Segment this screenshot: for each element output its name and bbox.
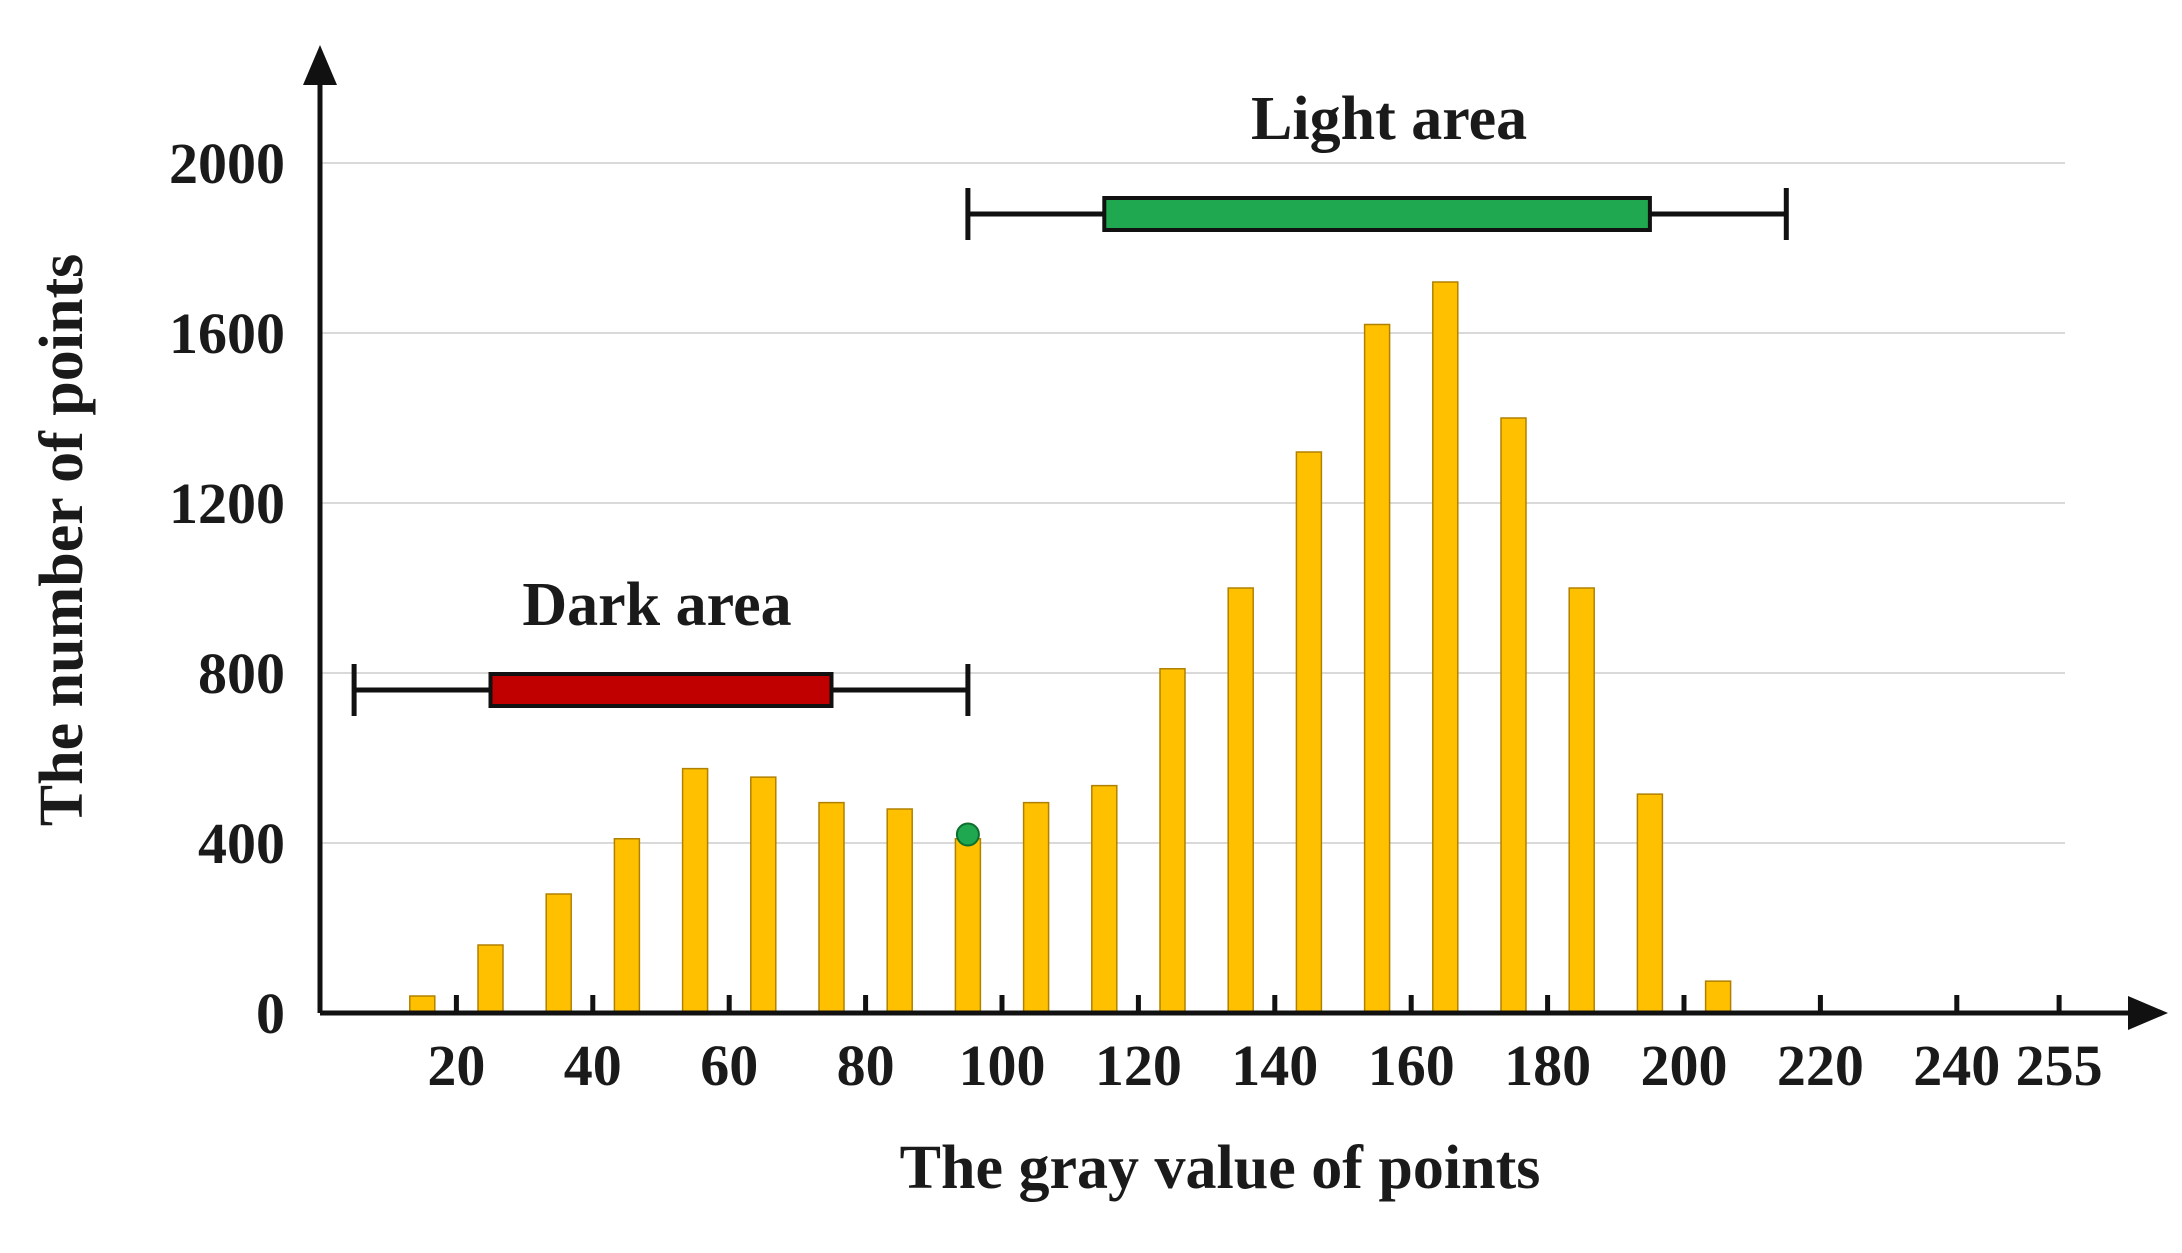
x-tick-label: 160 (1368, 1033, 1455, 1098)
histogram-bar (477, 944, 504, 1014)
histogram-bar (1159, 668, 1186, 1014)
histogram-bar (818, 801, 845, 1014)
histogram-bar (750, 776, 777, 1014)
histogram-bar (1568, 587, 1595, 1014)
x-tick-label: 100 (959, 1033, 1046, 1098)
y-tick-label: 400 (198, 811, 285, 876)
histogram-bar (613, 838, 641, 1014)
grid-lines (320, 162, 2065, 844)
area-annotations: Dark area Light area (351, 85, 1789, 847)
histogram-bar (545, 893, 572, 1014)
y-tick-label: 2000 (169, 131, 285, 196)
axes: 0 400 800 1200 1600 2000 20 40 60 80 100 120 140 160 1… (169, 45, 2168, 1098)
y-axis-arrowhead (303, 45, 337, 85)
x-tick-label: 200 (1641, 1033, 1728, 1098)
histogram-bar (1091, 784, 1118, 1014)
light-area-box (1102, 196, 1652, 232)
histogram-bar (1363, 323, 1391, 1014)
x-tick-label: 80 (837, 1033, 895, 1098)
histogram-bar (681, 767, 709, 1014)
y-axis-title: The number of points (28, 254, 96, 826)
y-tick-label: 1200 (169, 471, 285, 536)
y-tick-label: 800 (198, 641, 285, 706)
histogram-bar (409, 995, 436, 1014)
dark-area-box (488, 672, 834, 708)
x-tick-label: 40 (564, 1033, 622, 1098)
x-tick-label: 60 (700, 1033, 758, 1098)
y-tick-label: 0 (256, 981, 285, 1046)
x-tick-label: 140 (1231, 1033, 1318, 1098)
x-tick-label: 220 (1777, 1033, 1864, 1098)
bar-series (409, 281, 1732, 1014)
y-tick-label: 1600 (169, 301, 285, 366)
x-tick-label: 180 (1504, 1033, 1591, 1098)
histogram-bar (1500, 417, 1527, 1014)
histogram-bar (1636, 793, 1664, 1014)
dark-area-label: Dark area (522, 571, 791, 639)
light-area-label: Light area (1251, 85, 1527, 153)
histogram-bar (1704, 980, 1732, 1014)
x-tick-label: 240 (1913, 1033, 2000, 1098)
histogram-bar (1295, 451, 1323, 1014)
x-tick-label: 120 (1095, 1033, 1182, 1098)
histogram-bar (886, 808, 913, 1014)
histogram-bar (1432, 281, 1459, 1014)
x-axis-title: The gray value of points (900, 1134, 1541, 1202)
histogram-bar (1227, 587, 1254, 1014)
x-tick-label: 20 (427, 1033, 485, 1098)
x-tick-label: 255 (2016, 1033, 2103, 1098)
threshold-marker-point (955, 822, 980, 847)
x-axis-arrowhead (2128, 996, 2168, 1030)
histogram-bar (954, 838, 982, 1014)
histogram-bar (1022, 801, 1050, 1014)
